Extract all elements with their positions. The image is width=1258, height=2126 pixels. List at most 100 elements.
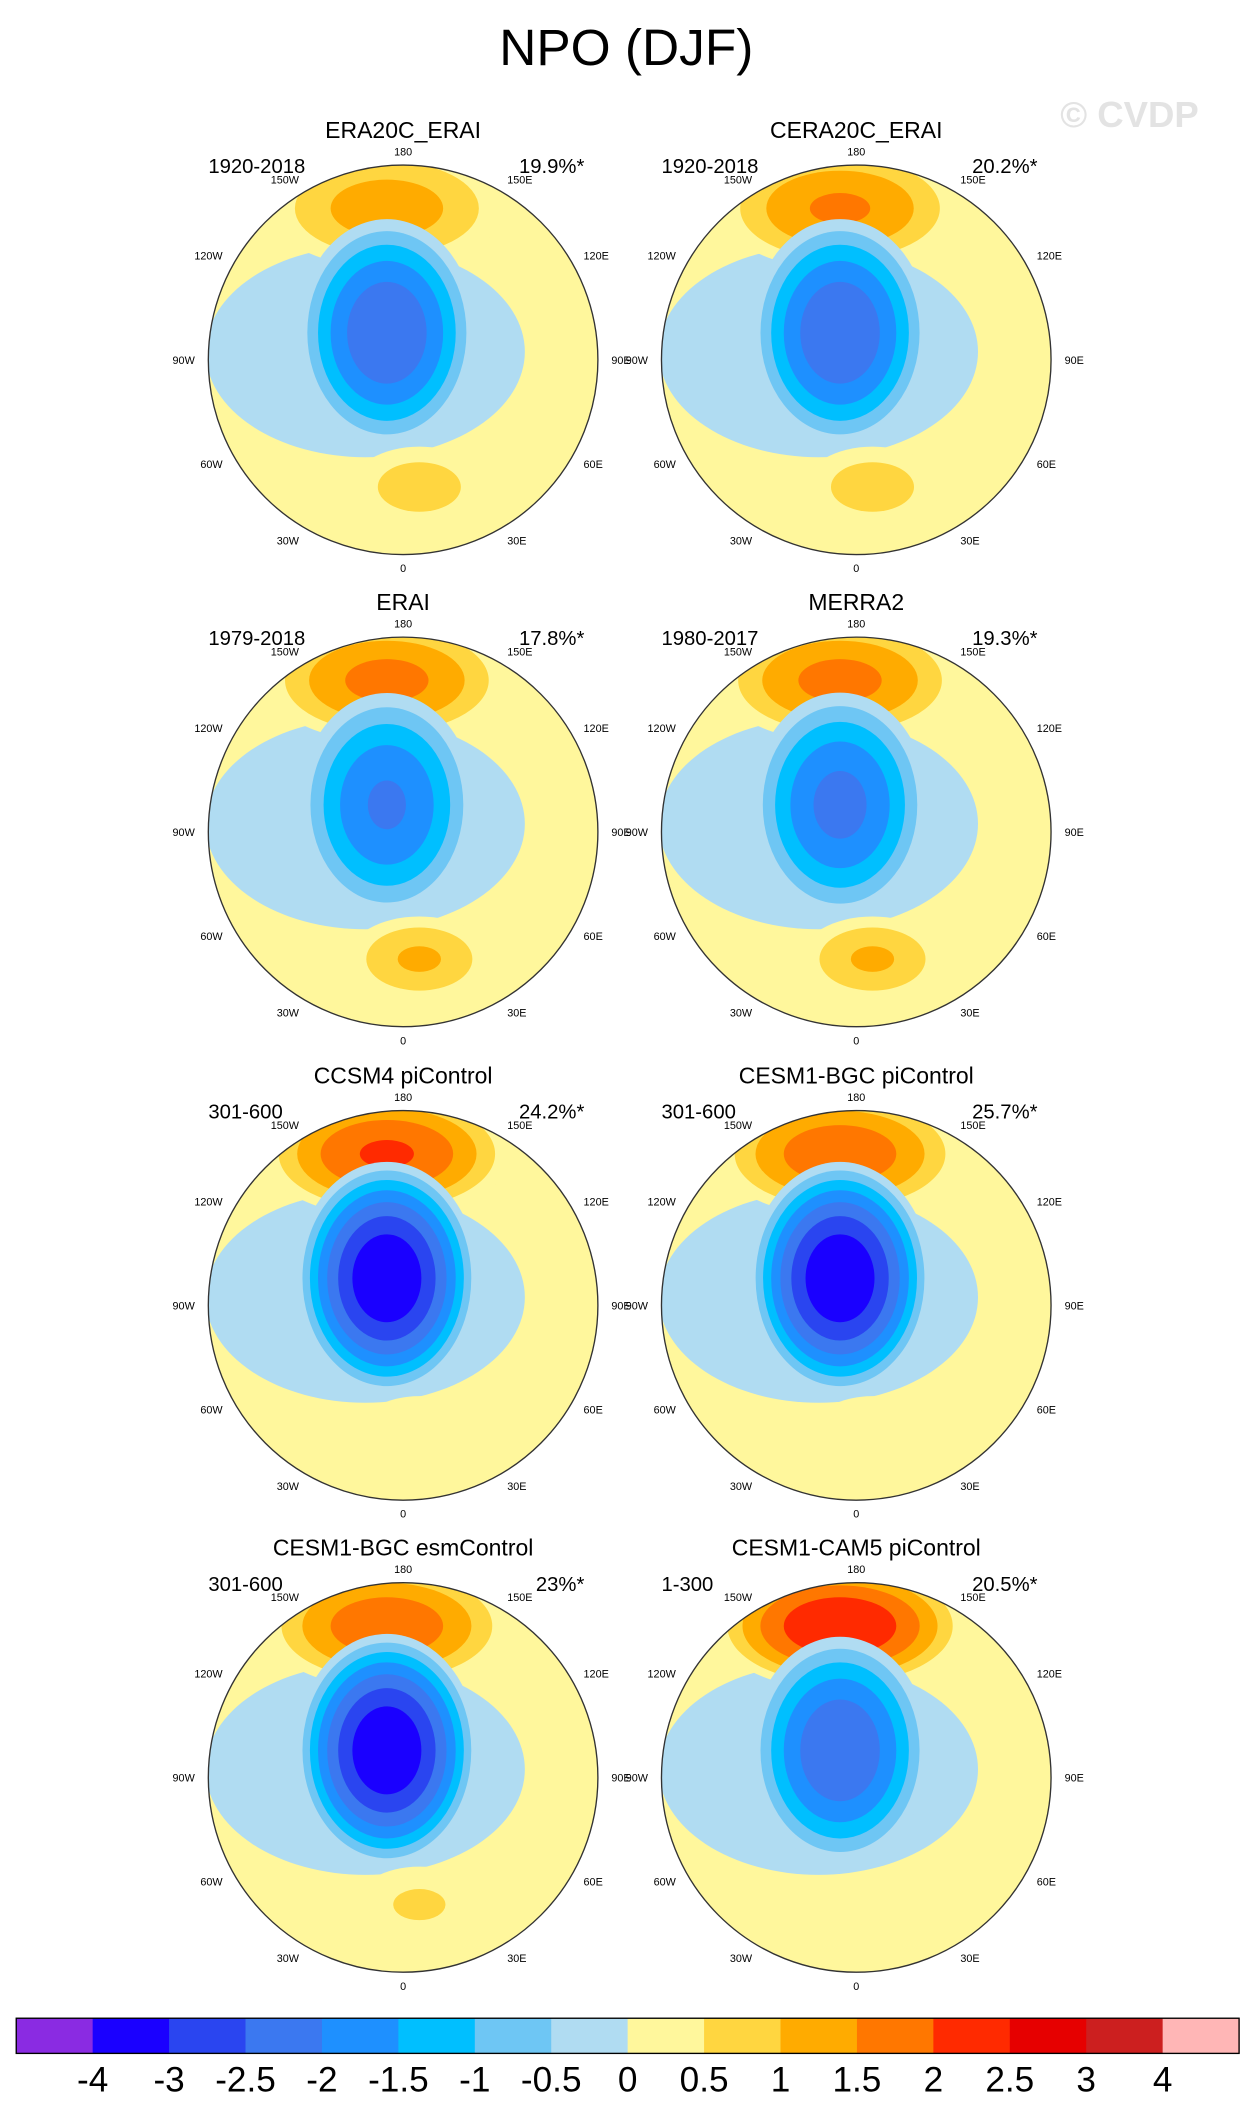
panel-6-lon-label: 150E: [960, 1120, 985, 1132]
colorbar-tick-label: -4: [77, 2060, 108, 2099]
panel-8: 180 150E 120E 90E 60E 30E 0 30W 60W 90W 120W 150W CE…: [626, 1535, 1084, 1993]
panel-7-lon-label: 180: [394, 1564, 412, 1576]
colorbar-tick-label: 2.5: [985, 2060, 1034, 2099]
panel-3: 180 150E 120E 90E 60E 30E 0 30W 60W 90W 120W 150W ER…: [173, 589, 631, 1047]
panel-1-period: 1920-2018: [208, 156, 305, 178]
panel-1-lon-label: 60E: [584, 459, 603, 471]
panel-2-period: 1920-2018: [661, 156, 758, 178]
panel-6-lon-label: 30W: [730, 1481, 753, 1493]
colorbar-swatch: [1086, 2018, 1164, 2054]
panel-5-lon-label: 180: [394, 1092, 412, 1104]
panel-2-lon-label: 60W: [654, 459, 677, 471]
colorbar-frame: [15, 2017, 1240, 2055]
colorbar-swatch: [551, 2018, 629, 2054]
panel-2-contour: [800, 281, 880, 384]
colorbar-tick-label: -2: [306, 2060, 337, 2099]
colorbar-tick-label: 2: [924, 2060, 944, 2099]
colorbar-swatch: [704, 2018, 782, 2054]
panel-8-contour: [837, 1883, 908, 1926]
panel-1-lon-label: 60W: [200, 459, 223, 471]
panel-4-period: 1980-2017: [661, 628, 758, 650]
panel-3-variance: 17.8%*: [519, 628, 585, 650]
panel-1-lon-label: 150W: [271, 174, 300, 186]
panel-6-map-border: [660, 1109, 1052, 1501]
panel-4-lon-label: 120E: [1037, 723, 1062, 735]
panel-3-contour: [345, 659, 429, 702]
panel-5-lon-label: 90W: [173, 1300, 196, 1312]
colorbar-swatch: [627, 2018, 705, 2054]
panel-4-contour: [798, 659, 882, 702]
panel-5-lon-label: 0: [400, 1509, 406, 1521]
panel-7-lon-label: 150E: [507, 1592, 532, 1604]
panel-7-title: CESM1-BGC esmControl: [273, 1535, 534, 1561]
panel-6-lon-label: 60W: [654, 1405, 677, 1417]
panel-2-variance: 20.2%*: [972, 156, 1038, 178]
panel-4-map-border: [660, 636, 1052, 1028]
panel-6-period: 301-600: [661, 1102, 735, 1124]
panel-7-lon-label: 150W: [271, 1592, 300, 1604]
panel-3-lon-label: 30W: [277, 1007, 300, 1019]
panel-8-contour: [783, 1597, 897, 1655]
panel-1-title: ERA20C_ERAI: [325, 117, 481, 143]
panel-4-lon-label: 90W: [626, 827, 649, 839]
panel-7-contour: [393, 1889, 446, 1921]
panel-8-lon-label: 60E: [1037, 1877, 1056, 1889]
panel-2-contour: [830, 462, 915, 512]
panel-4-lon-label: 60E: [1037, 931, 1056, 943]
panel-4-variance: 19.3%*: [972, 628, 1038, 650]
panel-1-lon-label: 180: [394, 147, 412, 159]
panel-4: 180 150E 120E 90E 60E 30E 0 30W 60W 90W 120W 150W ME…: [626, 589, 1084, 1047]
panel-7-lon-label: 60W: [200, 1877, 223, 1889]
panel-5-field: [208, 1110, 598, 1501]
watermark: © CVDP: [1060, 94, 1199, 135]
panel-8-contour: [800, 1699, 880, 1802]
colorbar-swatch: [780, 2018, 858, 2054]
panel-5-lon-label: 30E: [507, 1481, 526, 1493]
panel-2-lon-label: 150W: [724, 174, 753, 186]
panel-2-lon-label: 120W: [648, 251, 677, 263]
panel-1-lon-label: 120E: [584, 251, 609, 263]
panel-3-lon-label: 60E: [584, 931, 603, 943]
panel-8-title: CESM1-CAM5 piControl: [732, 1535, 981, 1561]
panel-3-period: 1979-2018: [208, 628, 305, 650]
panel-4-lon-label: 180: [847, 619, 865, 631]
panel-8-lon-label: 120W: [648, 1668, 677, 1680]
panel-5-contour: [352, 1234, 422, 1323]
panel-8-lon-label: 180: [847, 1564, 865, 1576]
panel-1-contour: [330, 179, 444, 237]
panel-6-lon-label: 30E: [960, 1481, 979, 1493]
panel-4-lon-label: 90E: [1065, 827, 1084, 839]
colorbar-tick-label: 1.5: [832, 2060, 881, 2099]
panel-5-contour: [359, 1140, 414, 1168]
panel-8-lon-label: 150W: [724, 1592, 753, 1604]
panel-4-lon-label: 150E: [960, 647, 985, 659]
panel-3-title: ERAI: [376, 589, 430, 615]
panel-6-lon-label: 90W: [626, 1300, 649, 1312]
panel-5-lon-label: 30W: [277, 1481, 300, 1493]
colorbar-swatch: [169, 2018, 247, 2054]
panel-7-lon-label: 90E: [611, 1773, 630, 1785]
panel-5: 180 150E 120E 90E 60E 30E 0 30W 60W 90W 120W 150W CC…: [173, 1063, 631, 1521]
panel-5-contour: [358, 1396, 481, 1469]
panel-6-title: CESM1-BGC piControl: [739, 1063, 974, 1089]
panel-2-lon-label: 0: [853, 563, 859, 575]
panel-3-lon-label: 90W: [173, 827, 196, 839]
panel-7-period: 301-600: [208, 1574, 282, 1596]
panel-5-map-border: [207, 1109, 599, 1501]
panel-6-lon-label: 120W: [648, 1196, 677, 1208]
panel-2-lon-label: 30E: [960, 535, 979, 547]
panel-6-field: [661, 1110, 1052, 1501]
colorbar-tick-label: 0: [618, 2060, 638, 2099]
panel-5-lon-label: 120W: [194, 1196, 223, 1208]
panel-5-lon-label: 150W: [271, 1120, 300, 1132]
panel-5-lon-label: 120E: [584, 1196, 609, 1208]
panel-3-lon-label: 180: [394, 619, 412, 631]
panel-2-lon-label: 30W: [730, 535, 753, 547]
panel-7-lon-label: 90W: [173, 1773, 196, 1785]
panel-2-lon-label: 150E: [960, 174, 985, 186]
panel-2-lon-label: 120E: [1037, 251, 1062, 263]
panel-4-lon-label: 60W: [654, 931, 677, 943]
panel-2-field: [661, 165, 1052, 555]
panel-2-lon-label: 180: [847, 147, 865, 159]
